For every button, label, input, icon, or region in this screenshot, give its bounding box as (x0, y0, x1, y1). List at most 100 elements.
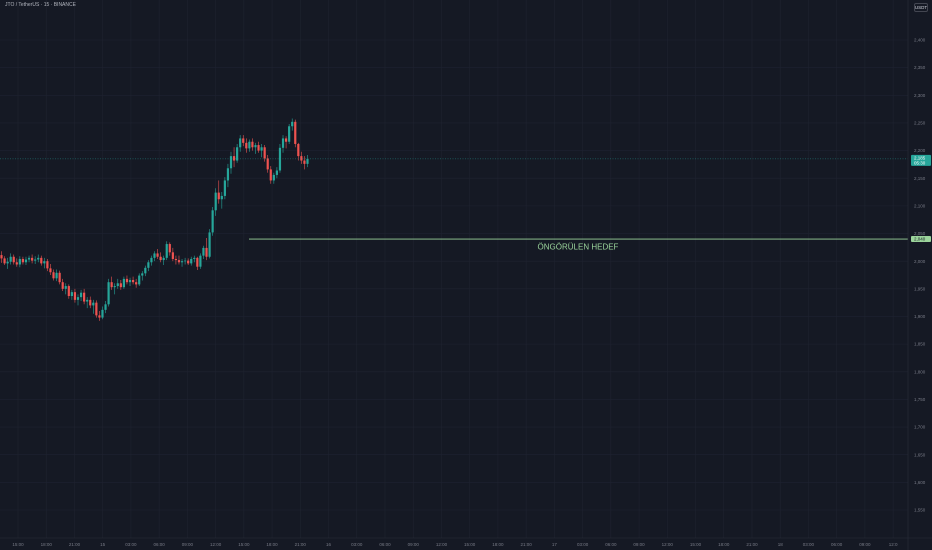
candle-body[interactable] (37, 257, 40, 260)
candle-body[interactable] (226, 168, 230, 181)
candle-body[interactable] (150, 257, 153, 263)
price-axis[interactable]: 2,400 2,350 2,300 2,250 2,200 2,150 2,100 2,050… (914, 38, 926, 513)
candle-body[interactable] (260, 147, 263, 151)
candle-body[interactable] (180, 261, 184, 263)
candle-body[interactable] (135, 282, 138, 285)
candle-body[interactable] (92, 302, 95, 306)
candle-body[interactable] (156, 253, 159, 257)
candle-body[interactable] (205, 247, 208, 257)
candle-body[interactable] (70, 292, 73, 297)
candle-body[interactable] (211, 210, 214, 233)
candle-body[interactable] (190, 258, 193, 264)
candle-body[interactable] (9, 256, 12, 262)
candle-body[interactable] (119, 283, 122, 288)
candle-body[interactable] (138, 275, 141, 285)
candle-body[interactable] (110, 282, 113, 288)
candle-body[interactable] (199, 255, 202, 267)
candle-body[interactable] (125, 278, 129, 283)
candle-body[interactable] (168, 244, 171, 253)
candle-body[interactable] (73, 292, 77, 300)
candle-body[interactable] (49, 268, 52, 273)
candle-body[interactable] (58, 272, 61, 283)
candle-body[interactable] (278, 147, 282, 171)
candle-body[interactable] (214, 192, 217, 211)
candle-body[interactable] (165, 244, 168, 258)
currency-button[interactable]: USDT (914, 3, 928, 12)
candle-body[interactable] (306, 158, 309, 164)
candle-body[interactable] (43, 261, 46, 264)
candle-body[interactable] (76, 297, 80, 300)
candle-body[interactable] (217, 192, 220, 200)
candle-body[interactable] (95, 302, 98, 316)
candle-body[interactable] (144, 267, 147, 274)
candle-body[interactable] (46, 261, 49, 269)
candle-body[interactable] (3, 258, 6, 264)
candle-body[interactable] (147, 262, 150, 268)
candle-body[interactable] (15, 262, 18, 265)
candle-body[interactable] (86, 299, 89, 302)
candle-body[interactable] (272, 174, 275, 181)
candle-body[interactable] (27, 257, 31, 260)
candle-body[interactable] (208, 232, 211, 257)
candle-body[interactable] (18, 258, 21, 265)
candle-body[interactable] (251, 141, 254, 148)
candle-body[interactable] (79, 292, 83, 298)
candle-body[interactable] (245, 142, 248, 149)
candle-body[interactable] (263, 147, 266, 159)
candle-body[interactable] (239, 138, 242, 148)
candle-body[interactable] (291, 121, 294, 127)
target-layer[interactable]: ÖNGÖRÜLEN HEDEF (249, 238, 908, 252)
candle-body[interactable] (303, 160, 306, 164)
candle-body[interactable] (300, 156, 303, 161)
candle-body[interactable] (107, 282, 110, 305)
candle-body[interactable] (284, 138, 288, 142)
candle-body[interactable] (232, 156, 236, 161)
candle-body[interactable] (275, 170, 278, 175)
candle-body[interactable] (171, 252, 174, 259)
candle-body[interactable] (55, 272, 58, 279)
candle-body[interactable] (12, 256, 15, 263)
candle-body[interactable] (98, 315, 101, 318)
candle-body[interactable] (162, 257, 165, 261)
candle-body[interactable] (159, 256, 162, 261)
candle-body[interactable] (141, 273, 144, 276)
candle-body[interactable] (223, 180, 226, 196)
candle-body[interactable] (31, 257, 34, 261)
candle-body[interactable] (101, 309, 104, 318)
candle-body[interactable] (187, 260, 190, 264)
candle-body[interactable] (131, 279, 135, 283)
candle-body[interactable] (242, 138, 245, 143)
candle-body[interactable] (257, 145, 260, 151)
candle-body[interactable] (184, 260, 187, 262)
candle-body[interactable] (193, 257, 196, 259)
candle-body[interactable] (202, 247, 205, 256)
candle-body[interactable] (288, 126, 291, 142)
candle-body[interactable] (128, 279, 132, 283)
candle-body[interactable] (52, 272, 55, 279)
candle-body[interactable] (220, 195, 223, 200)
candle-body[interactable] (297, 143, 300, 157)
candle-body[interactable] (196, 257, 199, 267)
candle-body[interactable] (122, 278, 125, 288)
time-axis[interactable]: 15:00 18:00 21:00 15 03:00 06:00 09:00 12:00 15:… (0, 537, 932, 547)
candle-body[interactable] (174, 258, 178, 261)
candle-body[interactable] (269, 169, 272, 181)
candle-body[interactable] (104, 304, 107, 310)
candle-body[interactable] (153, 253, 156, 258)
candle-body[interactable] (116, 283, 119, 287)
candle-body[interactable] (177, 260, 181, 263)
candle-body[interactable] (6, 261, 9, 264)
candle-body[interactable] (229, 156, 233, 169)
candle-body[interactable] (113, 286, 116, 288)
candle-body[interactable] (24, 259, 28, 263)
candle-body[interactable] (64, 286, 67, 289)
candle-body[interactable] (236, 147, 239, 161)
candles-layer[interactable] (0, 118, 309, 321)
candle-body[interactable] (254, 145, 257, 148)
candle-body[interactable] (248, 141, 251, 149)
candle-body[interactable] (67, 286, 70, 297)
candle-body[interactable] (266, 158, 269, 170)
candle-body[interactable] (281, 138, 285, 148)
candle-body[interactable] (34, 259, 37, 261)
